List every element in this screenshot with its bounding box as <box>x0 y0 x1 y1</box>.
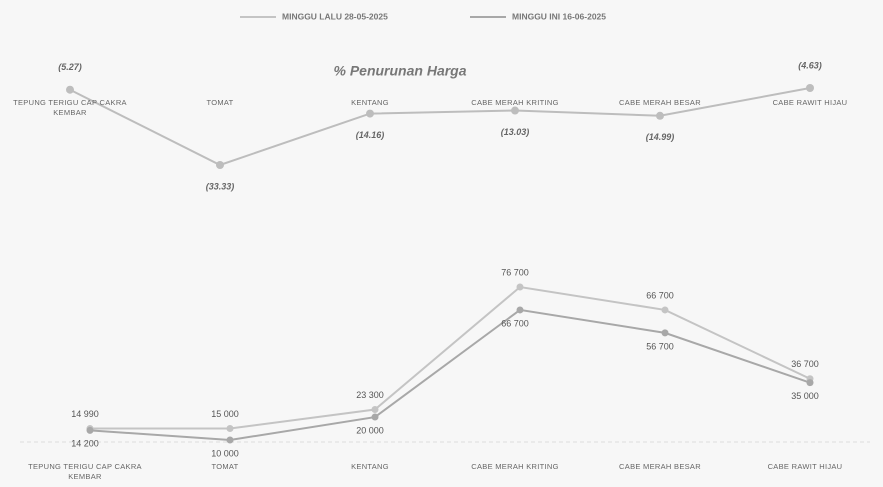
point <box>661 329 669 337</box>
value-label: 14 990 <box>71 409 99 419</box>
value-label: 20 000 <box>356 425 384 435</box>
point <box>806 379 814 387</box>
category-label: CABE MERAH BESAR <box>619 98 701 107</box>
point <box>371 405 379 413</box>
chart-title: % Penurunan Harga <box>333 63 466 79</box>
point <box>216 161 224 169</box>
line <box>89 285 811 430</box>
point <box>366 109 374 118</box>
value-label: 56 700 <box>646 341 674 351</box>
value-label: 35 000 <box>791 391 819 401</box>
category-label: CABE RAWIT HIJAU <box>772 98 848 107</box>
value-label: 23 300 <box>356 390 384 400</box>
line <box>69 87 811 167</box>
value-label: 66 700 <box>501 318 529 328</box>
point <box>226 425 234 433</box>
category-label: CABE MERAH BESAR <box>619 462 701 471</box>
point <box>661 306 669 314</box>
point <box>86 426 94 434</box>
legend-label: MINGGU INI 16-06-2025 <box>512 11 606 21</box>
point <box>516 306 524 314</box>
category-label: KENTANG <box>351 98 389 107</box>
value-label: (13.03) <box>501 127 530 137</box>
category-label: CABE MERAH KRITING <box>471 98 559 107</box>
point <box>656 111 664 120</box>
value-label: (5.27) <box>58 62 82 72</box>
value-label: (4.63) <box>798 60 822 70</box>
point <box>226 436 234 444</box>
category-label: KENTANG <box>351 462 389 471</box>
value-label: 14 200 <box>71 439 99 449</box>
category-label: CABE RAWIT HIJAU <box>767 462 843 471</box>
point <box>806 84 814 92</box>
point <box>66 85 74 94</box>
category-label: TEPUNG TERIGU CAP CAKRA KEMBAR <box>28 462 142 481</box>
category-label: CABE MERAH KRITING <box>471 462 559 471</box>
value-label: (14.99) <box>646 132 675 142</box>
value-label: 66 700 <box>646 290 674 300</box>
value-label: 10 000 <box>211 448 239 458</box>
value-label: (33.33) <box>206 181 235 191</box>
point <box>511 106 519 115</box>
point <box>516 283 524 291</box>
line <box>89 308 811 442</box>
value-label: (14.16) <box>356 130 385 140</box>
category-label: TOMAT <box>206 98 234 107</box>
point <box>371 413 379 421</box>
value-label: 15 000 <box>211 409 239 419</box>
category-label: TEPUNG TERIGU CAP CAKRA KEMBAR <box>13 98 127 117</box>
category-label: TOMAT <box>211 462 239 471</box>
value-label: 76 700 <box>501 267 529 277</box>
value-label: 36 700 <box>791 359 819 369</box>
legend-label: MINGGU LALU 28-05-2025 <box>282 11 388 21</box>
